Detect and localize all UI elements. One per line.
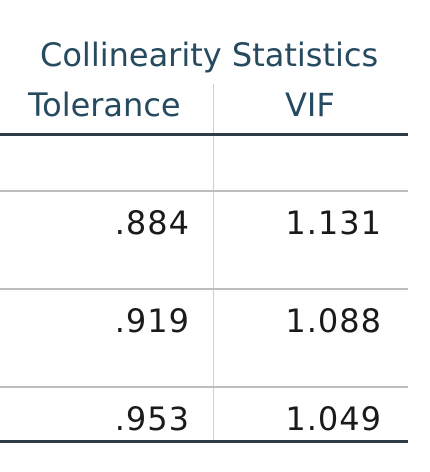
group-header-collinearity-statistics: Collinearity Statistics [40,36,379,74]
vif-cell: 1.131 [285,204,382,242]
vif-cell: 1.088 [285,302,382,340]
tolerance-cell: .953 [114,400,190,438]
tolerance-cell: .919 [114,302,190,340]
row-divider [0,288,408,290]
row-divider [0,386,408,388]
header-bottom-rule [0,133,408,136]
table-bottom-rule [0,440,408,443]
row-divider [0,190,408,192]
column-divider-header [213,84,214,134]
tolerance-cell: .884 [114,204,190,242]
vif-cell: 1.049 [285,400,382,438]
column-header-vif: VIF [285,86,335,124]
column-header-tolerance: Tolerance [28,86,181,124]
